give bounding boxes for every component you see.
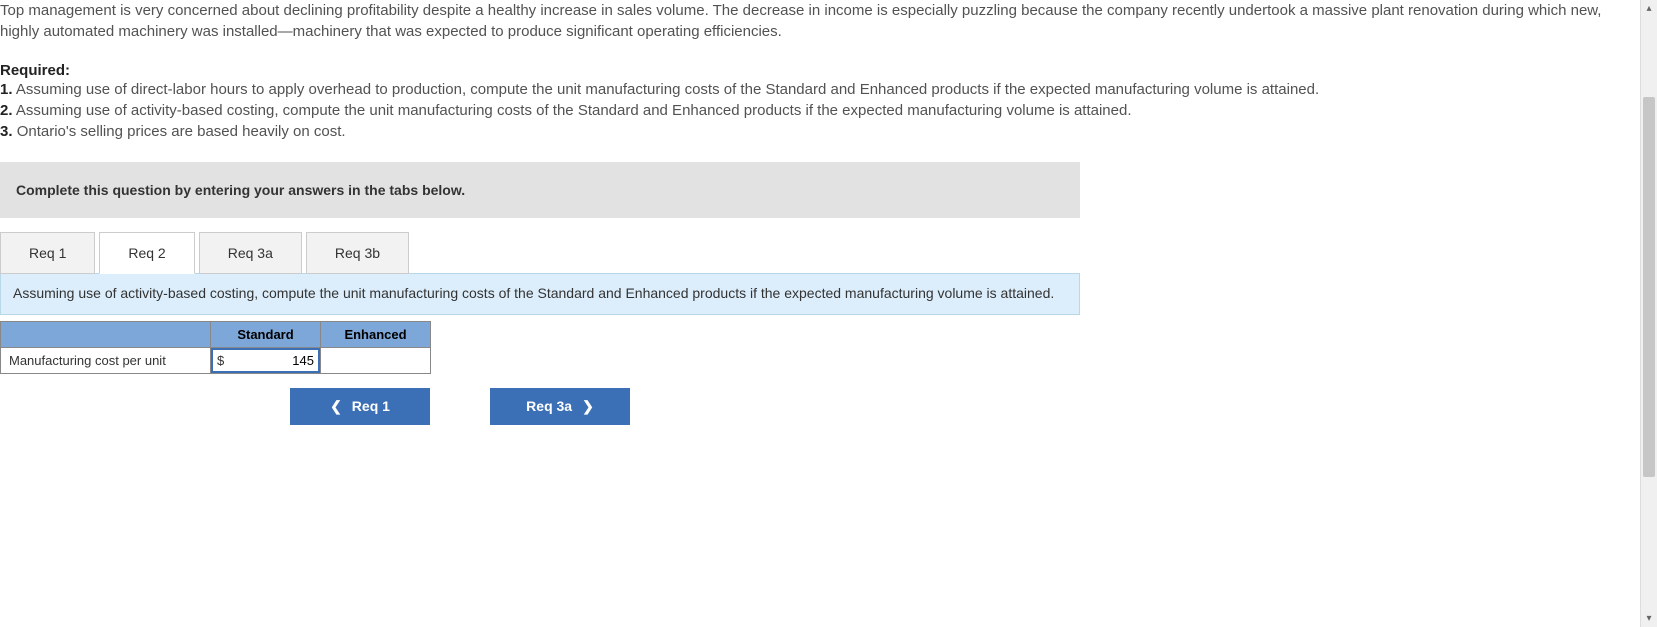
tab-req3b[interactable]: Req 3b	[306, 232, 409, 274]
col-header-standard: Standard	[211, 321, 321, 347]
next-label: Req 3a	[526, 398, 572, 414]
required-label: Required:	[0, 62, 1632, 79]
tab-req3a[interactable]: Req 3a	[199, 232, 302, 274]
cell-standard[interactable]: $	[211, 347, 321, 373]
tab-req1[interactable]: Req 1	[0, 232, 95, 274]
scroll-down-arrow[interactable]: ▾	[1641, 610, 1657, 627]
chevron-left-icon: ❮	[330, 398, 342, 415]
answer-table: Standard Enhanced Manufacturing cost per…	[0, 321, 431, 374]
required-section: Required: 1. Assuming use of direct-labo…	[0, 62, 1632, 142]
tab-content: Assuming use of activity-based costing, …	[0, 273, 1080, 315]
next-button[interactable]: Req 3a ❯	[490, 388, 630, 425]
table-corner	[1, 321, 211, 347]
currency-symbol: $	[217, 353, 224, 368]
nav-buttons: ❮ Req 1 Req 3a ❯	[290, 388, 1632, 425]
intro-paragraph: Top management is very concerned about d…	[0, 0, 1632, 42]
required-item-3: 3. Ontario's selling prices are based he…	[0, 121, 1632, 142]
main-content: Top management is very concerned about d…	[0, 0, 1640, 627]
prev-button[interactable]: ❮ Req 1	[290, 388, 430, 425]
prev-label: Req 1	[352, 398, 390, 414]
required-item-2: 2. Assuming use of activity-based costin…	[0, 100, 1632, 121]
tabs-row: Req 1 Req 2 Req 3a Req 3b	[0, 232, 1632, 274]
instruction-bar: Complete this question by entering your …	[0, 162, 1080, 218]
scroll-track[interactable]	[1641, 17, 1657, 610]
cell-enhanced[interactable]	[321, 347, 431, 373]
enhanced-input[interactable]	[327, 353, 424, 368]
vertical-scrollbar[interactable]: ▴ ▾	[1640, 0, 1657, 627]
tab-req2[interactable]: Req 2	[99, 232, 194, 274]
chevron-right-icon: ❯	[582, 398, 594, 415]
required-item-1: 1. Assuming use of direct-labor hours to…	[0, 79, 1632, 100]
row-label: Manufacturing cost per unit	[1, 347, 211, 373]
col-header-enhanced: Enhanced	[321, 321, 431, 347]
scroll-up-arrow[interactable]: ▴	[1641, 0, 1657, 17]
standard-input[interactable]	[230, 353, 314, 368]
scroll-thumb[interactable]	[1643, 97, 1655, 477]
